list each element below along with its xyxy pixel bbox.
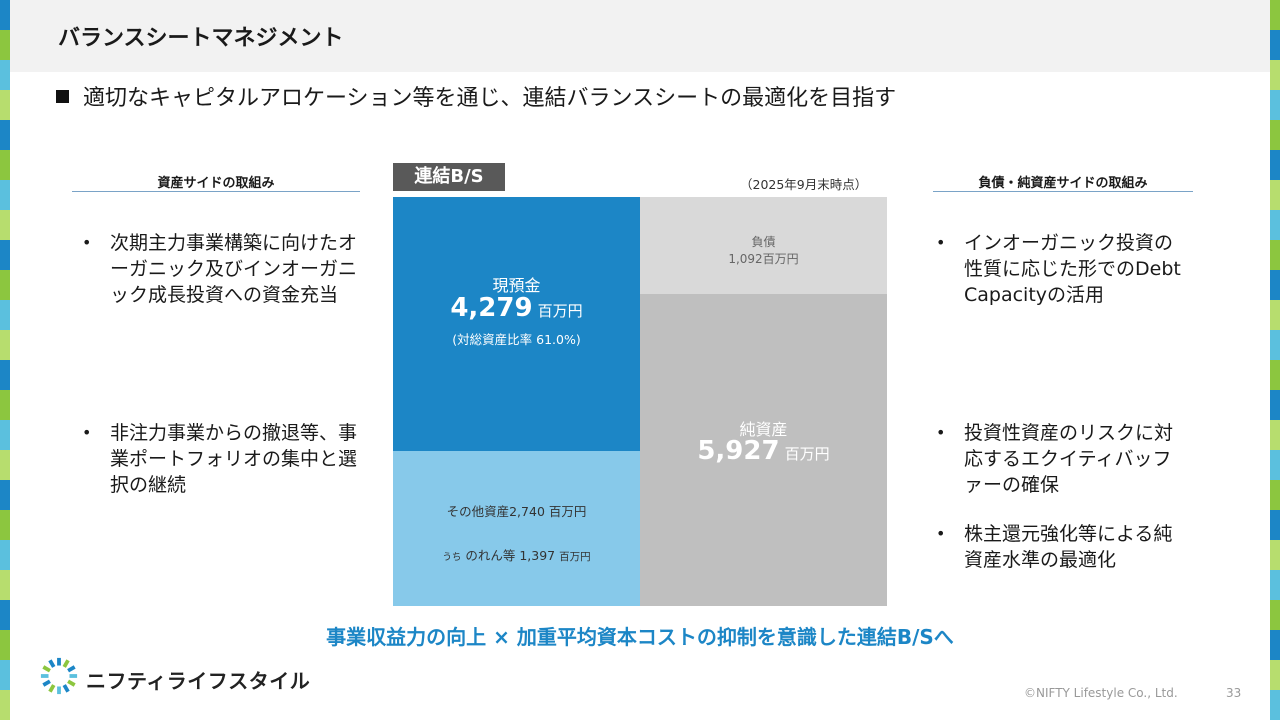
equity-unit: 百万円 <box>784 445 830 463</box>
liability-bullet-1-text: インオーガニック投資の性質に応じた形でのDebt Capacityの活用 <box>964 232 1181 306</box>
goodwill-unit: 百万円 <box>559 551 591 563</box>
liability-bullet-1: • インオーガニック投資の性質に応じた形でのDebt Capacityの活用 <box>936 230 1186 308</box>
asset-bullet-1-text: 次期主力事業構築に向けたオーガニック及びインオーガニック成長投資への資金充当 <box>110 232 358 306</box>
company-logo-icon <box>40 657 78 695</box>
cash-ratio-note: (対総資産比率 61.0%) <box>452 332 581 347</box>
bs-label: 連結B/S <box>393 163 505 191</box>
asset-bullet-2: • 非注力事業からの撤退等、事業ポートフォリオの集中と選択の継続 <box>82 420 372 498</box>
page-number: 33 <box>1226 686 1242 700</box>
lead-text: 適切なキャピタルアロケーション等を通じ、連結バランスシートの最適化を目指す <box>83 86 897 111</box>
bullet-dot-icon: • <box>936 423 946 442</box>
asset-side-heading: 資産サイドの取組み <box>72 172 360 192</box>
cash-value: 4,279 <box>450 293 533 323</box>
goodwill-prefix: うち <box>442 552 462 563</box>
liabilities-block: 負債 1,092百万円 <box>640 197 887 294</box>
liability-bullet-2-text: 投資性資産のリスクに対応するエクイティバッファーの確保 <box>964 422 1174 496</box>
liability-bullet-3: • 株主還元強化等による純資産水準の最適化 <box>936 521 1186 573</box>
cash-unit: 百万円 <box>537 302 583 320</box>
left-edge-stripes <box>0 0 10 720</box>
lead-statement: 適切なキャピタルアロケーション等を通じ、連結バランスシートの最適化を目指す <box>56 80 896 112</box>
other-assets-block: その他資産2,740 百万円 うち のれん等 1,397 百万円 <box>393 451 640 606</box>
copyright: ©NIFTY Lifestyle Co., Ltd. <box>1024 686 1178 700</box>
liability-bullet-2: • 投資性資産のリスクに対応するエクイティバッファーの確保 <box>936 420 1186 498</box>
cash-amount: 4,279 百万円 <box>393 293 640 323</box>
cash-block: 現預金 4,279 百万円 (対総資産比率 61.0%) <box>393 197 640 451</box>
equity-amount: 5,927 百万円 <box>640 436 887 466</box>
liabilities-value: 1,092百万円 <box>728 252 799 266</box>
bullet-dot-icon: • <box>936 233 946 252</box>
bullet-dot-icon: • <box>936 524 946 543</box>
square-bullet-icon <box>56 90 69 103</box>
as-of-date: （2025年9月末時点） <box>740 177 868 192</box>
bullet-dot-icon: • <box>82 233 92 252</box>
equity-block: 純資産 5,927 百万円 <box>640 294 887 606</box>
bullet-dot-icon: • <box>82 423 92 442</box>
equity-label: 純資産 <box>739 420 788 439</box>
conclusion-message: 事業収益力の向上 × 加重平均資本コストの抑制を意識した連結B/Sへ <box>326 625 954 649</box>
title-bar <box>10 0 1270 72</box>
liability-side-heading: 負債・純資産サイドの取組み <box>933 172 1193 192</box>
liability-bullet-3-text: 株主還元強化等による純資産水準の最適化 <box>964 523 1173 571</box>
company-name: ニフティライフスタイル <box>86 669 311 693</box>
asset-bullet-2-text: 非注力事業からの撤退等、事業ポートフォリオの集中と選択の継続 <box>110 422 358 496</box>
goodwill-value: のれん等 1,397 <box>465 548 556 563</box>
other-assets-total: その他資産2,740 百万円 <box>446 504 587 519</box>
cash-label: 現預金 <box>492 276 541 295</box>
page-title: バランスシートマネジメント <box>58 26 344 51</box>
equity-value: 5,927 <box>697 436 780 466</box>
goodwill-line: うち のれん等 1,397 百万円 <box>393 545 640 564</box>
right-edge-stripes <box>1270 0 1280 720</box>
liabilities-label: 負債 <box>751 235 776 249</box>
asset-bullet-1: • 次期主力事業構築に向けたオーガニック及びインオーガニック成長投資への資金充当 <box>82 230 372 308</box>
